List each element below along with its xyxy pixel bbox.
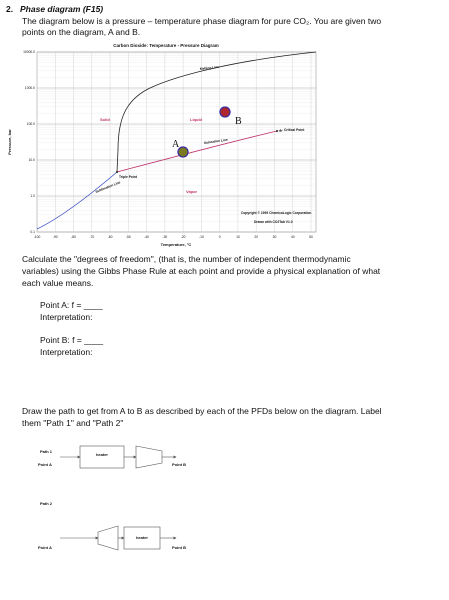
question-line: variables) using the Gibbs Phase Rule at… xyxy=(22,266,381,276)
interpretation: Interpretation: xyxy=(40,312,92,322)
path-title: Path 2 xyxy=(40,501,53,506)
instruction-line: them "Path 1" and "Path 2" xyxy=(22,418,123,428)
point-a xyxy=(177,146,189,158)
question-line: Calculate the "degrees of freedom", (tha… xyxy=(22,254,351,264)
arrow xyxy=(278,128,284,132)
critical-point-label: Critical Point xyxy=(284,128,305,132)
drawn-with: Drawn with CO2Tab V1.0 xyxy=(254,220,293,224)
answer-label: Point B: f = ____ xyxy=(40,335,103,345)
y-tick-label: 1.0 xyxy=(30,194,35,198)
x-tick-label: 50 xyxy=(309,235,313,239)
sublimation-curve xyxy=(36,171,118,230)
triple-point-marker xyxy=(116,171,118,173)
x-tick-label: 30 xyxy=(273,235,277,239)
compressor xyxy=(135,445,163,469)
interpretation: Interpretation: xyxy=(40,347,92,357)
region-label: Vapor xyxy=(186,189,198,194)
y-tick-label: 100.0 xyxy=(27,122,35,126)
region-label: Solid xyxy=(100,117,110,122)
x-axis-label: Temperature, °C xyxy=(161,242,192,247)
pfd-path-2: Path 2 Point A heater Point B xyxy=(38,501,186,551)
path-start: Point A xyxy=(38,462,52,467)
critical-point-marker xyxy=(276,130,278,132)
path-end: Point B xyxy=(172,462,186,467)
x-tick-label: -10 xyxy=(199,235,204,239)
melting-curve xyxy=(116,51,317,173)
y-tick-label: 0.1 xyxy=(30,230,35,234)
unit-label: heater xyxy=(96,452,108,457)
y-tick-label: 1000.0 xyxy=(25,86,35,90)
x-tick-label: -90 xyxy=(53,235,58,239)
heater-box xyxy=(79,445,125,469)
question-number: 2. xyxy=(6,4,13,14)
x-tick-label: 10 xyxy=(236,235,240,239)
x-tick-label: -30 xyxy=(162,235,167,239)
phase-diagram: Carbon Dioxide: Temperature - Pressure D… xyxy=(7,43,317,247)
y-axis-label: Pressure, bar xyxy=(7,129,12,155)
question-title: Phase diagram (F15) xyxy=(20,4,103,14)
point-b xyxy=(219,106,231,118)
region-label: Liquid xyxy=(190,117,203,122)
x-tick-label: -80 xyxy=(71,235,76,239)
y-tick-label: 10.0 xyxy=(29,158,36,162)
path-title: Path 1 xyxy=(40,449,53,454)
x-tick-label: -50 xyxy=(126,235,131,239)
instruction-line: Draw the path to get from A to B as desc… xyxy=(22,406,382,416)
x-tick-label: -70 xyxy=(89,235,94,239)
path-start: Point A xyxy=(38,545,52,550)
saturation-curve xyxy=(116,130,278,173)
x-tick-label: -20 xyxy=(181,235,186,239)
x-tick-label: -40 xyxy=(144,235,149,239)
intro-line: The diagram below is a pressure – temper… xyxy=(22,16,381,26)
x-tick-label: 0 xyxy=(219,235,221,239)
path-end: Point B xyxy=(172,545,186,550)
copyright: Copyright © 1999 ChemicaLogic Corporatio… xyxy=(241,211,311,215)
y-tick-label: 10000.0 xyxy=(23,50,35,54)
answer-label: Point A: f = ____ xyxy=(40,300,103,310)
x-tick-label: -100 xyxy=(34,235,41,239)
question-line: each value means. xyxy=(22,278,93,288)
x-tick-label: 20 xyxy=(254,235,258,239)
unit-label: heater xyxy=(136,535,148,540)
point-label: A xyxy=(172,139,180,150)
triple-point-label: Triple Point xyxy=(119,175,138,179)
x-tick-label: -60 xyxy=(108,235,113,239)
line-label: Saturation Line xyxy=(204,138,228,145)
intro-line: points on the diagram, A and B. xyxy=(22,27,140,37)
pfd-path-1: Path 1 Point A heater Point B xyxy=(38,445,186,469)
plot-frame xyxy=(36,51,317,233)
point-label: B xyxy=(235,116,242,127)
line-label: Melting Line xyxy=(200,65,220,71)
figure-title: Carbon Dioxide: Temperature - Pressure D… xyxy=(113,43,218,48)
x-tick-label: 40 xyxy=(291,235,295,239)
turbine xyxy=(97,525,119,551)
